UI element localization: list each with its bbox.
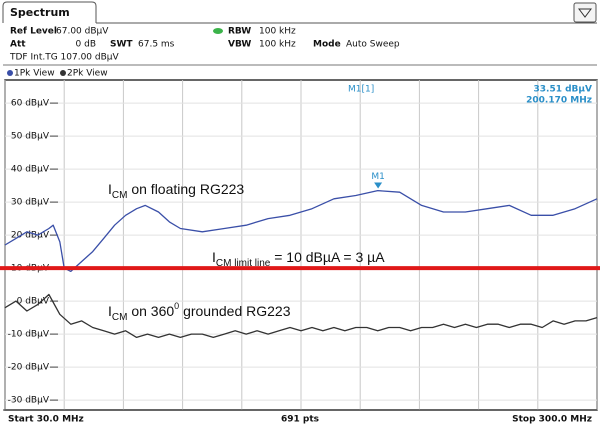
points: 691 pts [281, 415, 319, 425]
y-tick-label: 0 dBµV [17, 297, 50, 307]
y-tick-label: 20 dBµV [11, 231, 50, 241]
vbw-label: VBW [228, 40, 251, 50]
trace [4, 189, 598, 273]
y-tick-label: 30 dBµV [11, 198, 50, 208]
ref-level-label: Ref Level [10, 27, 57, 37]
vbw: 100 kHz [259, 40, 296, 50]
att-label: Att [10, 40, 26, 50]
marker [374, 182, 383, 189]
annotation: ICM limit line = 10 dBµA = 3 µA [212, 249, 385, 269]
tab-title: Spectrum [10, 6, 70, 19]
annotation: ICM on 3600 grounded RG223 [108, 301, 291, 323]
legend-label[interactable]: 2Pk View [67, 69, 108, 79]
mode-label: Mode [313, 40, 341, 50]
legend-dot [60, 70, 66, 76]
tdf: TDF Int.TG 107.00 dBµV [9, 53, 120, 63]
status-dot [213, 28, 223, 34]
swt: 67.5 ms [138, 40, 175, 50]
att: 0 dB [76, 40, 96, 50]
mode: Auto Sweep [346, 40, 400, 50]
legend-label[interactable]: 1Pk View [14, 69, 55, 79]
marker-label: M1[1] [348, 85, 374, 95]
swt-label: SWT [110, 40, 133, 50]
stop-freq: Stop 300.0 MHz [512, 415, 592, 425]
marker-level: 33.51 dBµV [534, 85, 593, 95]
y-tick-label: 40 dBµV [11, 165, 50, 175]
menu-icon[interactable] [573, 2, 597, 23]
y-tick-label: 60 dBµV [11, 99, 50, 109]
tab[interactable] [2, 1, 97, 23]
icon-glyph [578, 8, 592, 18]
legend-dot [7, 70, 13, 76]
rbw-label: RBW [228, 27, 251, 37]
y-tick-label: -20 dBµV [8, 363, 50, 373]
marker-freq: 200.170 MHz [526, 96, 592, 106]
trace [4, 293, 598, 339]
y-tick-label: 50 dBµV [11, 132, 50, 142]
ref-level: 67.00 dBµV [56, 27, 109, 37]
start-freq: Start 30.0 MHz [8, 415, 84, 425]
rbw: 100 kHz [259, 27, 296, 37]
y-tick-label: -10 dBµV [8, 330, 50, 340]
annotation: ICM on floating RG223 [108, 181, 244, 201]
marker-name: M1 [371, 172, 385, 182]
y-tick-label: -30 dBµV [8, 396, 50, 406]
